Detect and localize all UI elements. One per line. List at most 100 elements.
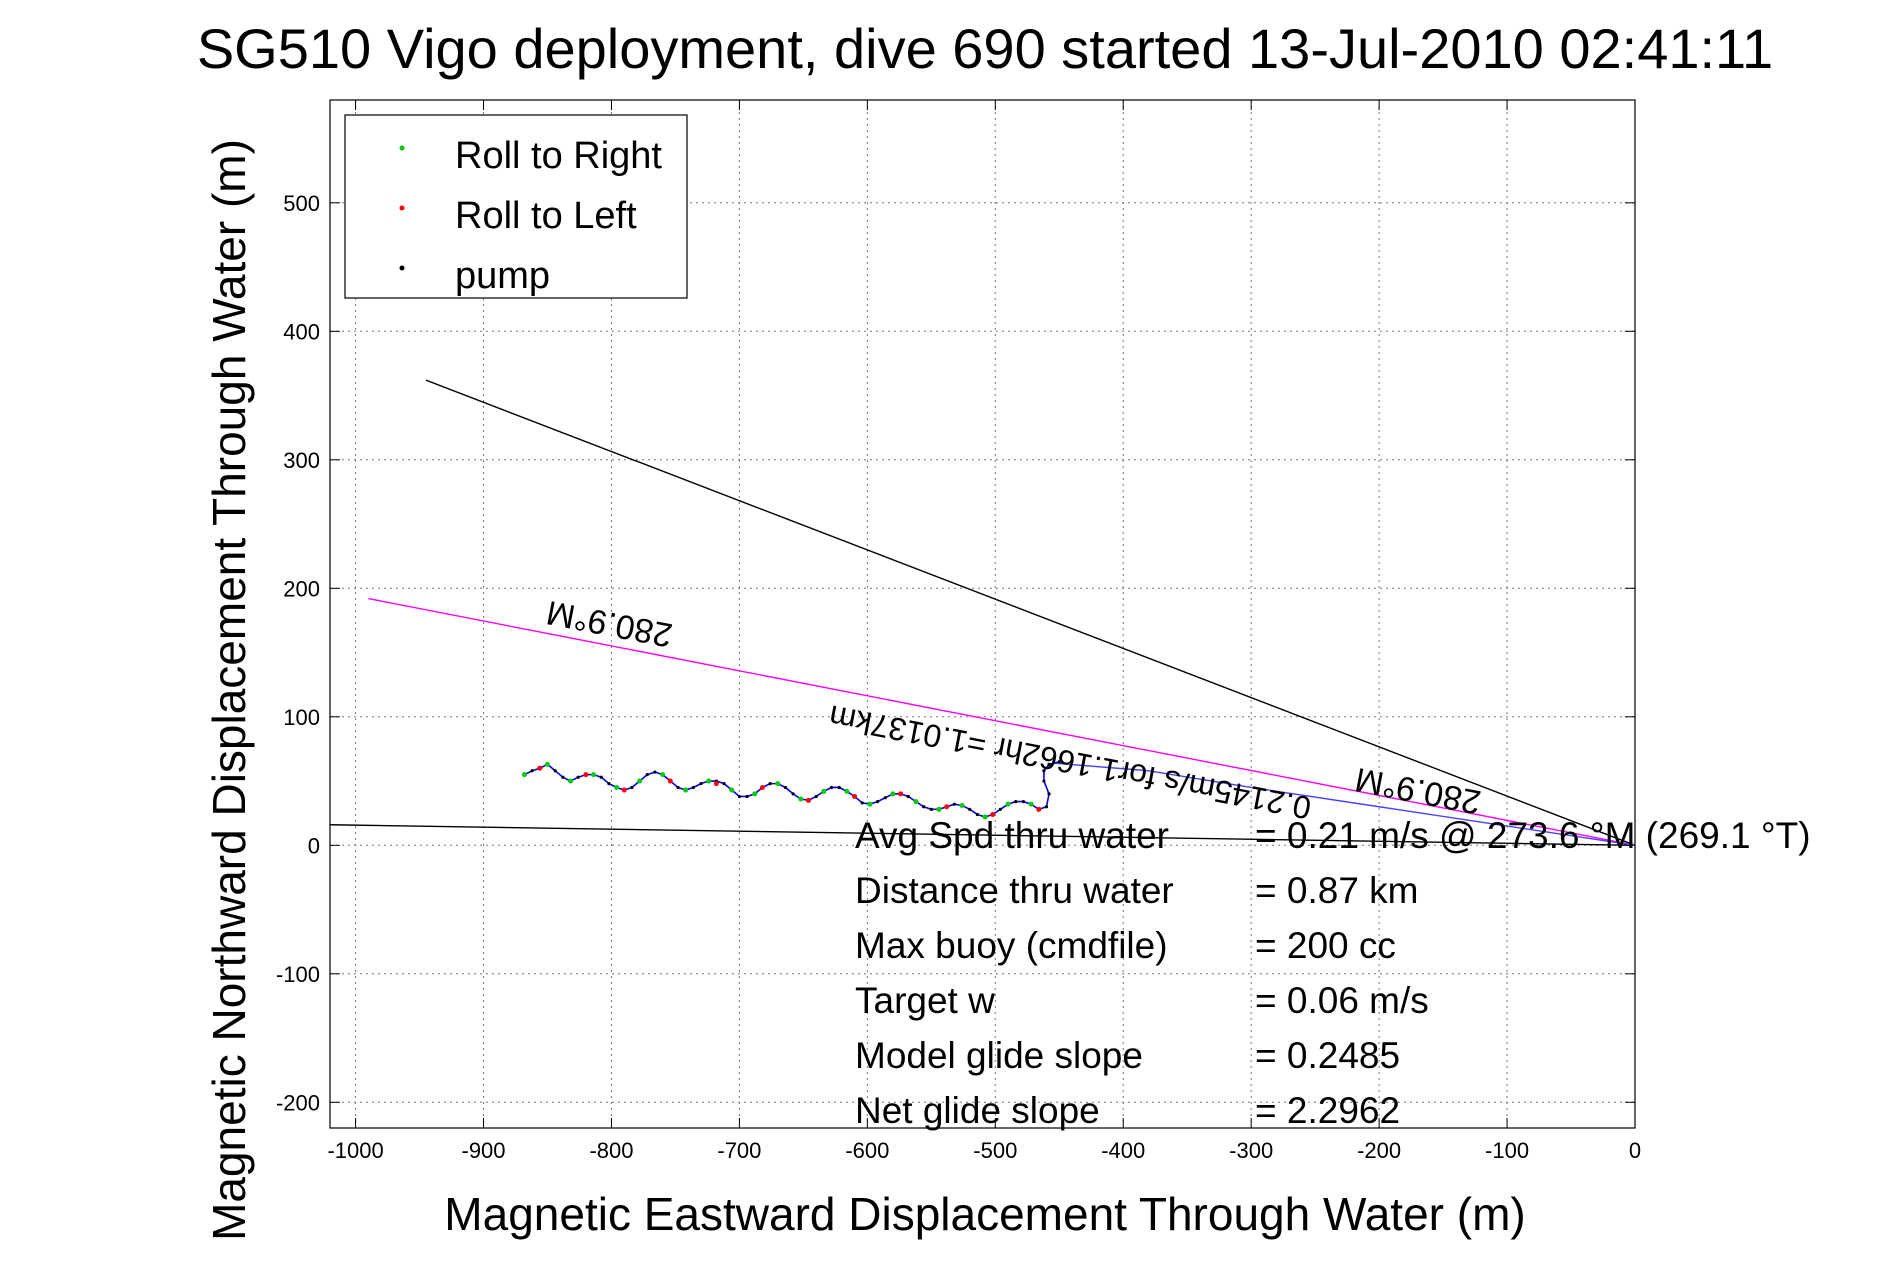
stat-label: Avg Spd thru water [855,815,1169,856]
legend-label: Roll to Left [455,195,637,237]
reference-line [425,379,1636,846]
axes-frame [329,99,1636,1129]
roll-right-point [614,784,620,790]
stat-label: Distance thru water [855,870,1174,911]
pump-point [745,794,749,799]
pump-point [1057,760,1061,764]
x-tick-label: -1000 [327,1138,383,1163]
roll-left-point [852,793,858,799]
stat-value: = 0.21 m/s @ 273.6 °M (269.1 °T) [1255,815,1811,856]
roll-left-point [944,804,950,810]
pump-point [922,805,926,809]
x-tick-label: -800 [589,1138,633,1163]
reference-line [368,597,1636,846]
roll-right-point [706,778,712,784]
pump-point [553,769,557,773]
pump-point [968,807,972,811]
pump-point [1047,792,1051,796]
roll-right-point [637,778,643,784]
roll-right-point [568,778,574,784]
pump-point [561,775,565,779]
pump-point [768,782,772,786]
roll-right-point [683,787,689,793]
roll-right-point [545,761,550,767]
roll-right-point [798,796,804,802]
y-tick-label: 200 [283,576,320,601]
x-tick-label: -600 [845,1138,889,1163]
stat-value: = 200 cc [1255,925,1396,966]
pump-point [814,794,818,799]
stat-label: Net glide slope [855,1090,1100,1131]
legend-marker [399,145,405,151]
stats-panel: Avg Spd thru water = 0.21 m/s @ 273.6 °M … [855,815,1811,1131]
x-axis-label: Magnetic Eastward Displacement Through W… [444,1188,1525,1240]
roll-right-point [775,781,781,787]
pump-point [837,785,841,790]
pump-point [607,782,611,786]
pump-point [929,807,933,811]
y-tick-label: -200 [276,1090,320,1115]
pump-point [630,785,634,790]
roll-right-point [844,788,850,794]
legend-marker [399,205,405,211]
x-tick-label: -900 [462,1138,506,1163]
pump-point [676,785,680,790]
roll-left-point [898,791,904,797]
stat-label: Max buoy (cmdfile) [855,925,1168,966]
pump-point [998,807,1003,811]
stat-label: Target w [855,980,995,1021]
y-axis-label: Magnetic Northward Displacement Through … [203,139,255,1241]
roll-left-point [806,797,811,803]
pump-point [1014,800,1018,804]
pump-point [645,773,649,777]
roll-left-point [583,772,589,778]
pump-point [975,812,979,817]
stat-value: = 2.2962 [1255,1090,1400,1131]
roll-left-point [759,784,765,790]
pump-point [653,770,657,774]
x-tick-label: -700 [717,1138,761,1163]
roll-right-point [867,801,873,807]
legend-label: Roll to Right [455,135,662,177]
roll-right-point [821,788,827,794]
roll-right-point [890,791,896,797]
x-tick-label: -200 [1357,1138,1401,1163]
roll-right-point [1005,801,1011,807]
pump-point [1042,769,1046,773]
roll-left-point [1036,806,1042,812]
pump-point [691,785,695,790]
pump-point [599,775,603,779]
roll-right-point [591,772,597,778]
pump-point [1044,805,1049,809]
reference-line [329,824,1636,846]
x-tick-label: -300 [1229,1138,1273,1163]
pump-point [791,792,795,796]
pump-point [1021,800,1026,804]
pump-point [829,785,834,790]
x-tick-label: -100 [1485,1138,1529,1163]
roll-right-point [1028,801,1034,807]
roll-right-point [913,799,919,805]
pump-point [860,801,864,805]
roll-left-point [990,811,996,817]
pump-point [1042,779,1046,783]
pump-point [883,796,887,800]
pump-point [906,794,910,799]
pump-point [737,794,742,799]
y-tick-label: 400 [283,319,320,344]
stat-value: = 0.06 m/s [1255,980,1429,1021]
roll-right-point [959,802,965,808]
roll-right-point [936,806,942,812]
legend-marker [399,265,405,271]
y-tick-label: 300 [283,448,320,473]
stat-value: = 0.87 km [1255,870,1419,911]
x-tick-label: 0 [1629,1138,1641,1163]
pump-point [1047,762,1051,766]
roll-right-point [521,772,527,778]
stat-value: = 0.2485 [1255,1035,1400,1076]
roll-left-point [667,778,673,784]
roll-right-point [729,787,735,793]
y-tick-label: 100 [283,705,320,730]
roll-right-point [982,814,988,820]
